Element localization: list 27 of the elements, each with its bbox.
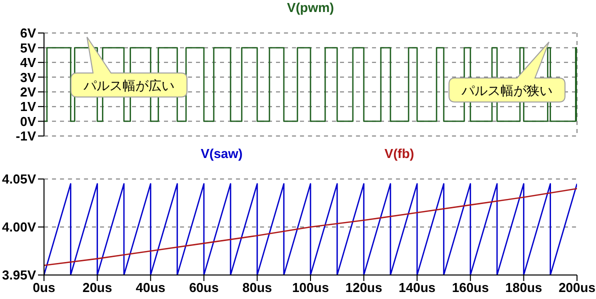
y-tick-label: 0V [20,114,36,129]
text: V(pwm) [287,0,334,15]
x-tick-label: 20us [82,280,112,296]
x-tick-label: 60us [189,280,219,296]
x-tick-label: 160us [452,280,489,296]
y-tick-label: 4V [20,55,36,70]
y-tick-label: -1V [16,128,36,144]
annotation: パルス幅が広い [82,78,174,94]
x-tick-label: 80us [242,280,272,296]
y-tick-label: 4.05V [2,172,36,187]
x-tick-label: 180us [505,280,542,296]
text: V(fb) [384,146,414,161]
y-tick-label: 5V [20,40,36,56]
y-tick-label: 2V [20,84,36,100]
x-tick-label: 200us [558,280,596,296]
y-tick-label: 1V [20,99,36,114]
x-tick-label: 40us [136,280,166,296]
x-tick-label: 0us [32,280,56,296]
x-tick-label: 100us [292,280,329,296]
x-tick-label: 140us [398,280,436,296]
x-tick-label: 120us [345,280,382,296]
y-tick-label: 3.95V [2,268,36,283]
y-tick-label: 3V [20,70,36,85]
y-tick-label: 4.00V [2,220,36,235]
y-tick-label: 6V [20,26,36,41]
series-label: V(saw) [200,146,243,161]
annotation: パルス幅が狭い [460,84,552,99]
